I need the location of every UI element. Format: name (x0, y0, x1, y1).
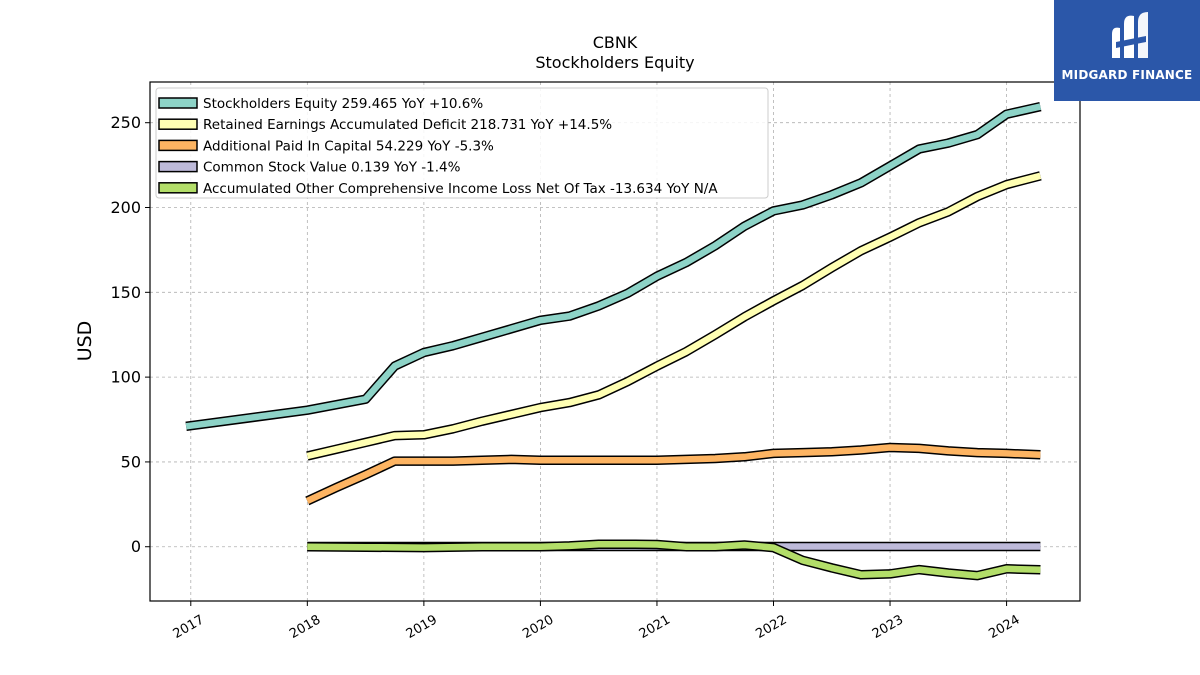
y-tick-label: 0 (131, 537, 141, 556)
series-line-stroke (306, 172, 1042, 460)
logo-mark-icon (1112, 12, 1148, 58)
series-line-2 (306, 171, 1042, 461)
chart-title: CBNK (593, 33, 638, 52)
series-line-5 (307, 539, 1041, 581)
chart-subtitle: Stockholders Equity (535, 53, 694, 72)
legend-swatch (158, 182, 198, 194)
series-line-stroke (305, 444, 1041, 504)
legend-label: Retained Earnings Accumulated Deficit 21… (203, 117, 612, 133)
midgard-finance-logo: MIDGARD FINANCE (1054, 0, 1200, 101)
x-tick-label: 2017 (171, 612, 207, 642)
y-tick-label: 150 (110, 283, 141, 302)
series-line-1 (185, 101, 1042, 432)
x-tick-label: 2020 (520, 612, 556, 642)
x-tick-label: 2021 (637, 612, 673, 642)
x-tick-label: 2022 (753, 612, 789, 642)
legend-swatch (158, 139, 198, 152)
series-line-3 (305, 442, 1041, 506)
y-tick-label: 50 (121, 452, 141, 471)
y-axis-label: USD (74, 321, 96, 362)
legend: Stockholders Equity 259.465 YoY +10.6% Re… (155, 87, 769, 199)
legend-label: Additional Paid In Capital 54.229 YoY -5… (203, 138, 494, 154)
series-line-stroke (185, 103, 1042, 430)
y-tick-label: 200 (110, 198, 141, 217)
legend-label: Common Stock Value 0.139 YoY -1.4% (203, 160, 461, 176)
y-tick-label: 100 (110, 368, 141, 387)
x-tick-label: 2024 (986, 612, 1022, 642)
x-tick-label: 2018 (287, 612, 323, 642)
series-line-outline (305, 442, 1041, 506)
plot-frame (149, 81, 1081, 602)
logo-text: MIDGARD FINANCE (1061, 68, 1193, 82)
legend-swatch (158, 97, 198, 109)
x-tick-label: 2019 (404, 612, 440, 642)
x-tick-label: 2023 (870, 612, 906, 642)
legend-label: Accumulated Other Comprehensive Income L… (203, 181, 718, 197)
legend-box (155, 87, 769, 199)
legend-swatch (158, 118, 198, 130)
plot-series (185, 101, 1042, 581)
legend-label: Stockholders Equity 259.465 YoY +10.6% (203, 96, 483, 112)
y-tick-label: 250 (110, 113, 141, 132)
series-line-stroke (307, 540, 1041, 579)
legend-swatch (158, 160, 198, 173)
